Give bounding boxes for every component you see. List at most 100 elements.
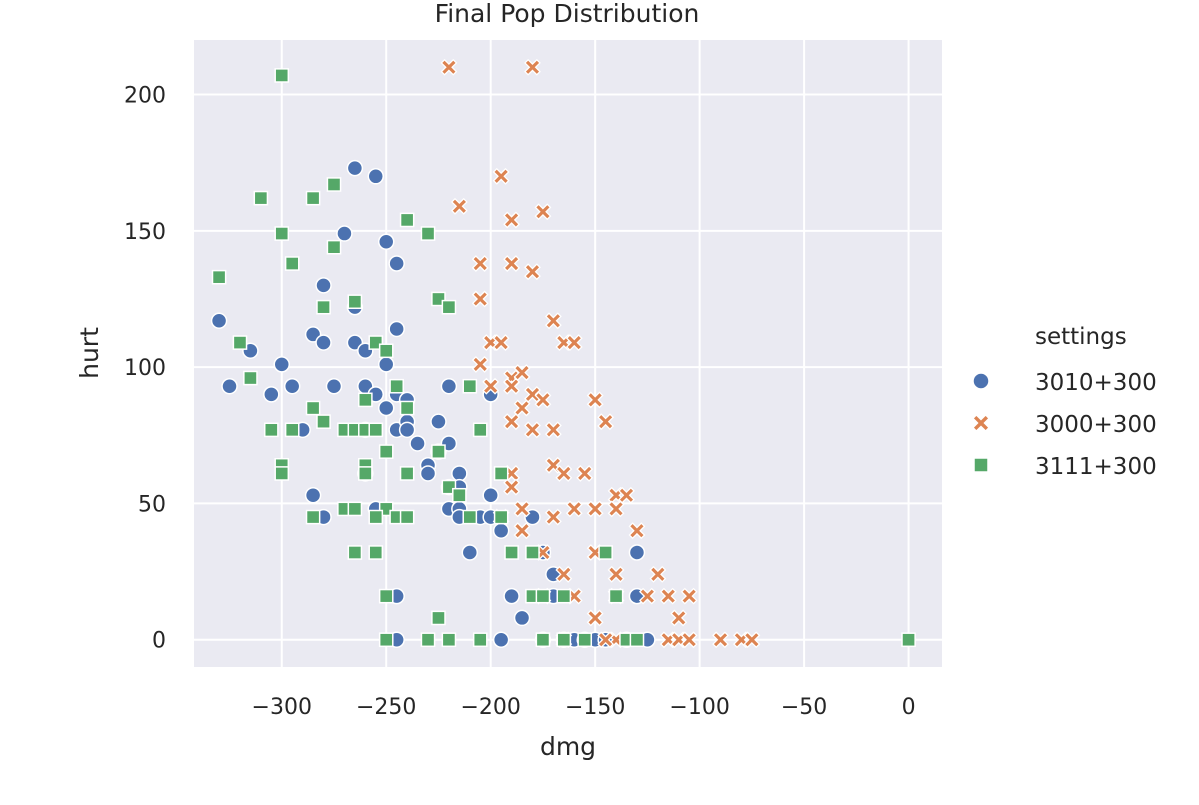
legend-entry-label: 3000+300 xyxy=(1035,412,1157,438)
data-point xyxy=(325,377,343,395)
x-tick-label: −100 xyxy=(669,695,729,720)
data-point xyxy=(471,255,489,272)
data-point xyxy=(326,177,342,192)
data-point xyxy=(450,197,468,215)
data-point xyxy=(377,356,395,373)
data-point xyxy=(534,203,552,221)
data-point xyxy=(358,466,373,481)
data-points xyxy=(210,58,916,649)
data-point xyxy=(462,378,478,394)
data-point xyxy=(316,414,331,429)
data-point xyxy=(419,465,437,482)
data-point xyxy=(346,159,364,177)
data-point xyxy=(649,565,667,583)
data-point xyxy=(441,299,457,315)
legend-entry-label: 3111+300 xyxy=(1035,454,1157,480)
data-point xyxy=(503,211,521,229)
data-point xyxy=(524,421,541,439)
legend: settings 3010+300 3000+300 3111+300 xyxy=(972,324,1157,480)
x-tick-label: 0 xyxy=(902,695,916,720)
data-point xyxy=(211,269,227,285)
data-point xyxy=(525,545,540,560)
x-tick-label: −150 xyxy=(565,695,625,720)
data-point xyxy=(326,239,342,255)
data-point xyxy=(576,465,594,482)
data-point xyxy=(210,312,228,330)
data-point xyxy=(273,356,291,373)
y-axis-label: hurt xyxy=(75,327,104,379)
data-point xyxy=(253,190,269,206)
data-point xyxy=(409,435,426,452)
data-point xyxy=(503,478,521,496)
data-point xyxy=(492,631,510,648)
data-point xyxy=(743,631,761,649)
data-point xyxy=(283,377,301,395)
data-point xyxy=(305,190,321,206)
data-point xyxy=(274,466,290,481)
data-point xyxy=(670,609,688,627)
data-point xyxy=(565,334,583,352)
data-point xyxy=(598,545,613,560)
data-point xyxy=(534,391,552,409)
data-point xyxy=(607,565,625,583)
data-point xyxy=(388,320,405,338)
y-tick-label: 100 xyxy=(124,356,166,381)
data-point xyxy=(555,465,573,482)
y-axis-ticks: 0 50 100 150 200 xyxy=(124,84,166,654)
data-point xyxy=(431,444,446,459)
data-point xyxy=(399,212,415,228)
data-point xyxy=(452,487,467,503)
data-point xyxy=(472,422,488,438)
data-point xyxy=(503,587,520,605)
x-tick-label: −250 xyxy=(356,695,416,720)
legend-marker xyxy=(972,414,990,432)
data-point xyxy=(628,522,646,540)
x-axis-label: dmg xyxy=(540,732,596,761)
data-point xyxy=(462,509,478,525)
data-point xyxy=(440,377,458,395)
data-point xyxy=(378,588,394,604)
data-point xyxy=(440,58,458,76)
data-point xyxy=(556,588,572,604)
data-point xyxy=(378,343,394,359)
legend-marker xyxy=(973,457,989,473)
data-point xyxy=(304,487,322,504)
data-point xyxy=(503,377,521,395)
data-point xyxy=(524,58,541,76)
data-point xyxy=(305,400,321,416)
data-point xyxy=(221,377,238,395)
data-point xyxy=(544,508,562,526)
data-point xyxy=(347,545,363,560)
y-tick-label: 0 xyxy=(152,629,166,654)
data-point xyxy=(315,334,332,351)
data-point xyxy=(377,233,395,250)
data-point xyxy=(628,544,646,561)
data-point xyxy=(492,522,510,539)
data-point xyxy=(586,609,604,627)
data-point xyxy=(347,501,363,517)
data-point xyxy=(513,364,531,382)
data-point xyxy=(305,509,321,525)
data-point xyxy=(441,632,457,648)
y-tick-label: 150 xyxy=(124,220,166,245)
data-point xyxy=(544,421,562,439)
data-point xyxy=(284,256,300,271)
data-point xyxy=(377,399,395,417)
data-point xyxy=(420,632,436,648)
data-point xyxy=(680,587,698,605)
data-point xyxy=(513,399,531,417)
plot-background xyxy=(194,40,942,667)
data-point xyxy=(607,500,625,518)
data-point xyxy=(503,255,521,272)
data-point xyxy=(586,500,604,518)
data-point xyxy=(535,588,551,604)
x-tick-label: −200 xyxy=(460,695,520,720)
data-point xyxy=(399,509,415,525)
data-point xyxy=(368,545,384,560)
legend-title: settings xyxy=(1035,324,1127,350)
data-point xyxy=(430,413,447,430)
data-point xyxy=(901,632,916,648)
data-point xyxy=(336,225,353,242)
data-point xyxy=(420,226,436,241)
data-point xyxy=(367,168,385,185)
